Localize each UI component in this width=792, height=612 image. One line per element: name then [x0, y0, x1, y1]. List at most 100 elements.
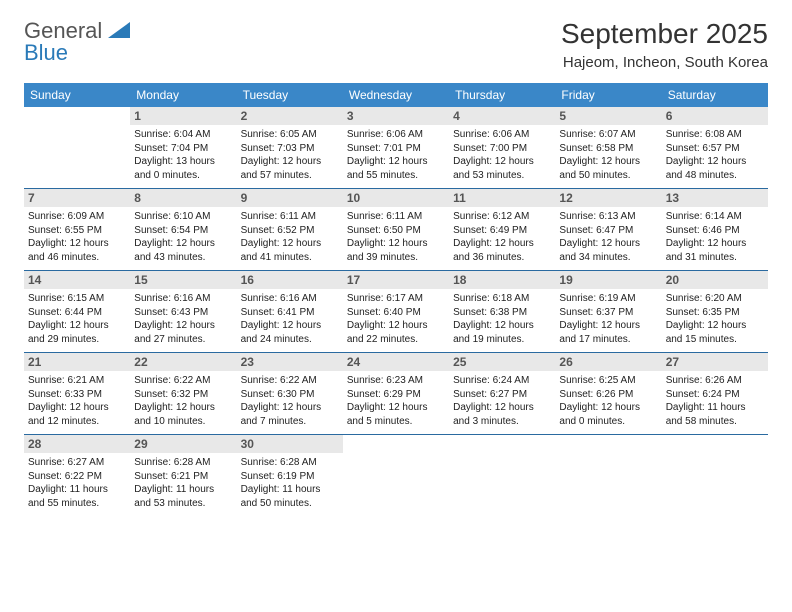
day-number: 27 — [662, 353, 768, 371]
day-number: 14 — [24, 271, 130, 289]
sunset-text: Sunset: 6:58 PM — [559, 142, 657, 156]
sunrise-text: Sunrise: 6:11 AM — [241, 210, 339, 224]
sunset-text: Sunset: 6:29 PM — [347, 388, 445, 402]
day-number: 11 — [449, 189, 555, 207]
sunrise-text: Sunrise: 6:04 AM — [134, 128, 232, 142]
day-number: 1 — [130, 107, 236, 125]
daylight-text: Daylight: 12 hours and 0 minutes. — [559, 401, 657, 428]
calendar-cell: 19Sunrise: 6:19 AMSunset: 6:37 PMDayligh… — [555, 271, 661, 353]
calendar-cell — [449, 435, 555, 517]
sunrise-text: Sunrise: 6:07 AM — [559, 128, 657, 142]
sunset-text: Sunset: 6:19 PM — [241, 470, 339, 484]
daylight-text: Daylight: 11 hours and 55 minutes. — [28, 483, 126, 510]
daylight-text: Daylight: 12 hours and 31 minutes. — [666, 237, 764, 264]
day-number: 8 — [130, 189, 236, 207]
weekday-header: Monday — [130, 83, 236, 107]
header: General Blue September 2025 Hajeom, Inch… — [24, 18, 768, 71]
daylight-text: Daylight: 12 hours and 3 minutes. — [453, 401, 551, 428]
daylight-text: Daylight: 12 hours and 29 minutes. — [28, 319, 126, 346]
calendar-cell: 27Sunrise: 6:26 AMSunset: 6:24 PMDayligh… — [662, 353, 768, 435]
day-number: 13 — [662, 189, 768, 207]
weekday-header: Friday — [555, 83, 661, 107]
sunrise-text: Sunrise: 6:12 AM — [453, 210, 551, 224]
sunset-text: Sunset: 6:52 PM — [241, 224, 339, 238]
day-number: 26 — [555, 353, 661, 371]
day-number: 18 — [449, 271, 555, 289]
calendar-cell: 5Sunrise: 6:07 AMSunset: 6:58 PMDaylight… — [555, 107, 661, 189]
daylight-text: Daylight: 12 hours and 57 minutes. — [241, 155, 339, 182]
sunset-text: Sunset: 6:49 PM — [453, 224, 551, 238]
sunset-text: Sunset: 7:03 PM — [241, 142, 339, 156]
weekday-header: Sunday — [24, 83, 130, 107]
daylight-text: Daylight: 12 hours and 39 minutes. — [347, 237, 445, 264]
sunrise-text: Sunrise: 6:14 AM — [666, 210, 764, 224]
daylight-text: Daylight: 12 hours and 48 minutes. — [666, 155, 764, 182]
daylight-text: Daylight: 12 hours and 17 minutes. — [559, 319, 657, 346]
sunrise-text: Sunrise: 6:06 AM — [453, 128, 551, 142]
triangle-icon — [108, 22, 130, 38]
sunset-text: Sunset: 6:54 PM — [134, 224, 232, 238]
sunrise-text: Sunrise: 6:09 AM — [28, 210, 126, 224]
sunrise-text: Sunrise: 6:13 AM — [559, 210, 657, 224]
daylight-text: Daylight: 11 hours and 50 minutes. — [241, 483, 339, 510]
calendar-cell: 12Sunrise: 6:13 AMSunset: 6:47 PMDayligh… — [555, 189, 661, 271]
daylight-text: Daylight: 12 hours and 55 minutes. — [347, 155, 445, 182]
calendar-cell: 16Sunrise: 6:16 AMSunset: 6:41 PMDayligh… — [237, 271, 343, 353]
calendar-cell — [343, 435, 449, 517]
daylight-text: Daylight: 12 hours and 27 minutes. — [134, 319, 232, 346]
sunset-text: Sunset: 6:21 PM — [134, 470, 232, 484]
calendar-cell: 22Sunrise: 6:22 AMSunset: 6:32 PMDayligh… — [130, 353, 236, 435]
day-number: 16 — [237, 271, 343, 289]
weekday-header: Thursday — [449, 83, 555, 107]
calendar-cell: 14Sunrise: 6:15 AMSunset: 6:44 PMDayligh… — [24, 271, 130, 353]
daylight-text: Daylight: 12 hours and 36 minutes. — [453, 237, 551, 264]
calendar-cell: 28 Sunrise: 6:27 AMSunset: 6:22 PMDayligh… — [24, 435, 130, 517]
sunset-text: Sunset: 6:46 PM — [666, 224, 764, 238]
logo-line2: Blue — [24, 40, 130, 66]
sunrise-text: Sunrise: 6:28 AM — [241, 456, 339, 470]
sunrise-text: Sunrise: 6:20 AM — [666, 292, 764, 306]
sunset-text: Sunset: 6:33 PM — [28, 388, 126, 402]
daylight-text: Daylight: 12 hours and 24 minutes. — [241, 319, 339, 346]
day-number: 25 — [449, 353, 555, 371]
calendar-cell: 26Sunrise: 6:25 AMSunset: 6:26 PMDayligh… — [555, 353, 661, 435]
calendar-cell: 17Sunrise: 6:17 AMSunset: 6:40 PMDayligh… — [343, 271, 449, 353]
sunset-text: Sunset: 6:57 PM — [666, 142, 764, 156]
day-number: 19 — [555, 271, 661, 289]
sunrise-text: Sunrise: 6:27 AM — [28, 456, 126, 470]
sunset-text: Sunset: 7:04 PM — [134, 142, 232, 156]
calendar-cell: 29Sunrise: 6:28 AMSunset: 6:21 PMDayligh… — [130, 435, 236, 517]
day-number: 17 — [343, 271, 449, 289]
sunset-text: Sunset: 6:50 PM — [347, 224, 445, 238]
weekday-header: Saturday — [662, 83, 768, 107]
calendar-cell: 13 Sunrise: 6:14 AMSunset: 6:46 PMDayligh… — [662, 189, 768, 271]
calendar-cell — [24, 107, 130, 189]
daylight-text: Daylight: 12 hours and 10 minutes. — [134, 401, 232, 428]
calendar-cell: 6Sunrise: 6:08 AMSunset: 6:57 PMDaylight… — [662, 107, 768, 189]
sunset-text: Sunset: 6:35 PM — [666, 306, 764, 320]
day-number: 23 — [237, 353, 343, 371]
sunset-text: Sunset: 6:47 PM — [559, 224, 657, 238]
calendar-cell: 3Sunrise: 6:06 AMSunset: 7:01 PMDaylight… — [343, 107, 449, 189]
calendar-cell — [555, 435, 661, 517]
day-number: 7 — [24, 189, 130, 207]
sunrise-text: Sunrise: 6:28 AM — [134, 456, 232, 470]
calendar-cell: 2Sunrise: 6:05 AMSunset: 7:03 PMDaylight… — [237, 107, 343, 189]
day-number: 20 — [662, 271, 768, 289]
day-number: 29 — [130, 435, 236, 453]
day-number: 22 — [130, 353, 236, 371]
sunrise-text: Sunrise: 6:17 AM — [347, 292, 445, 306]
sunset-text: Sunset: 6:22 PM — [28, 470, 126, 484]
sunrise-text: Sunrise: 6:21 AM — [28, 374, 126, 388]
sunset-text: Sunset: 6:26 PM — [559, 388, 657, 402]
title-block: September 2025 Hajeom, Incheon, South Ko… — [561, 18, 768, 71]
calendar-cell: 11 Sunrise: 6:12 AMSunset: 6:49 PMDayligh… — [449, 189, 555, 271]
daylight-text: Daylight: 12 hours and 19 minutes. — [453, 319, 551, 346]
day-number: 24 — [343, 353, 449, 371]
day-number: 2 — [237, 107, 343, 125]
day-number: 12 — [555, 189, 661, 207]
day-number: 4 — [449, 107, 555, 125]
day-number: 28 — [24, 435, 130, 453]
day-number: 30 — [237, 435, 343, 453]
calendar-cell: 21Sunrise: 6:21 AMSunset: 6:33 PMDayligh… — [24, 353, 130, 435]
